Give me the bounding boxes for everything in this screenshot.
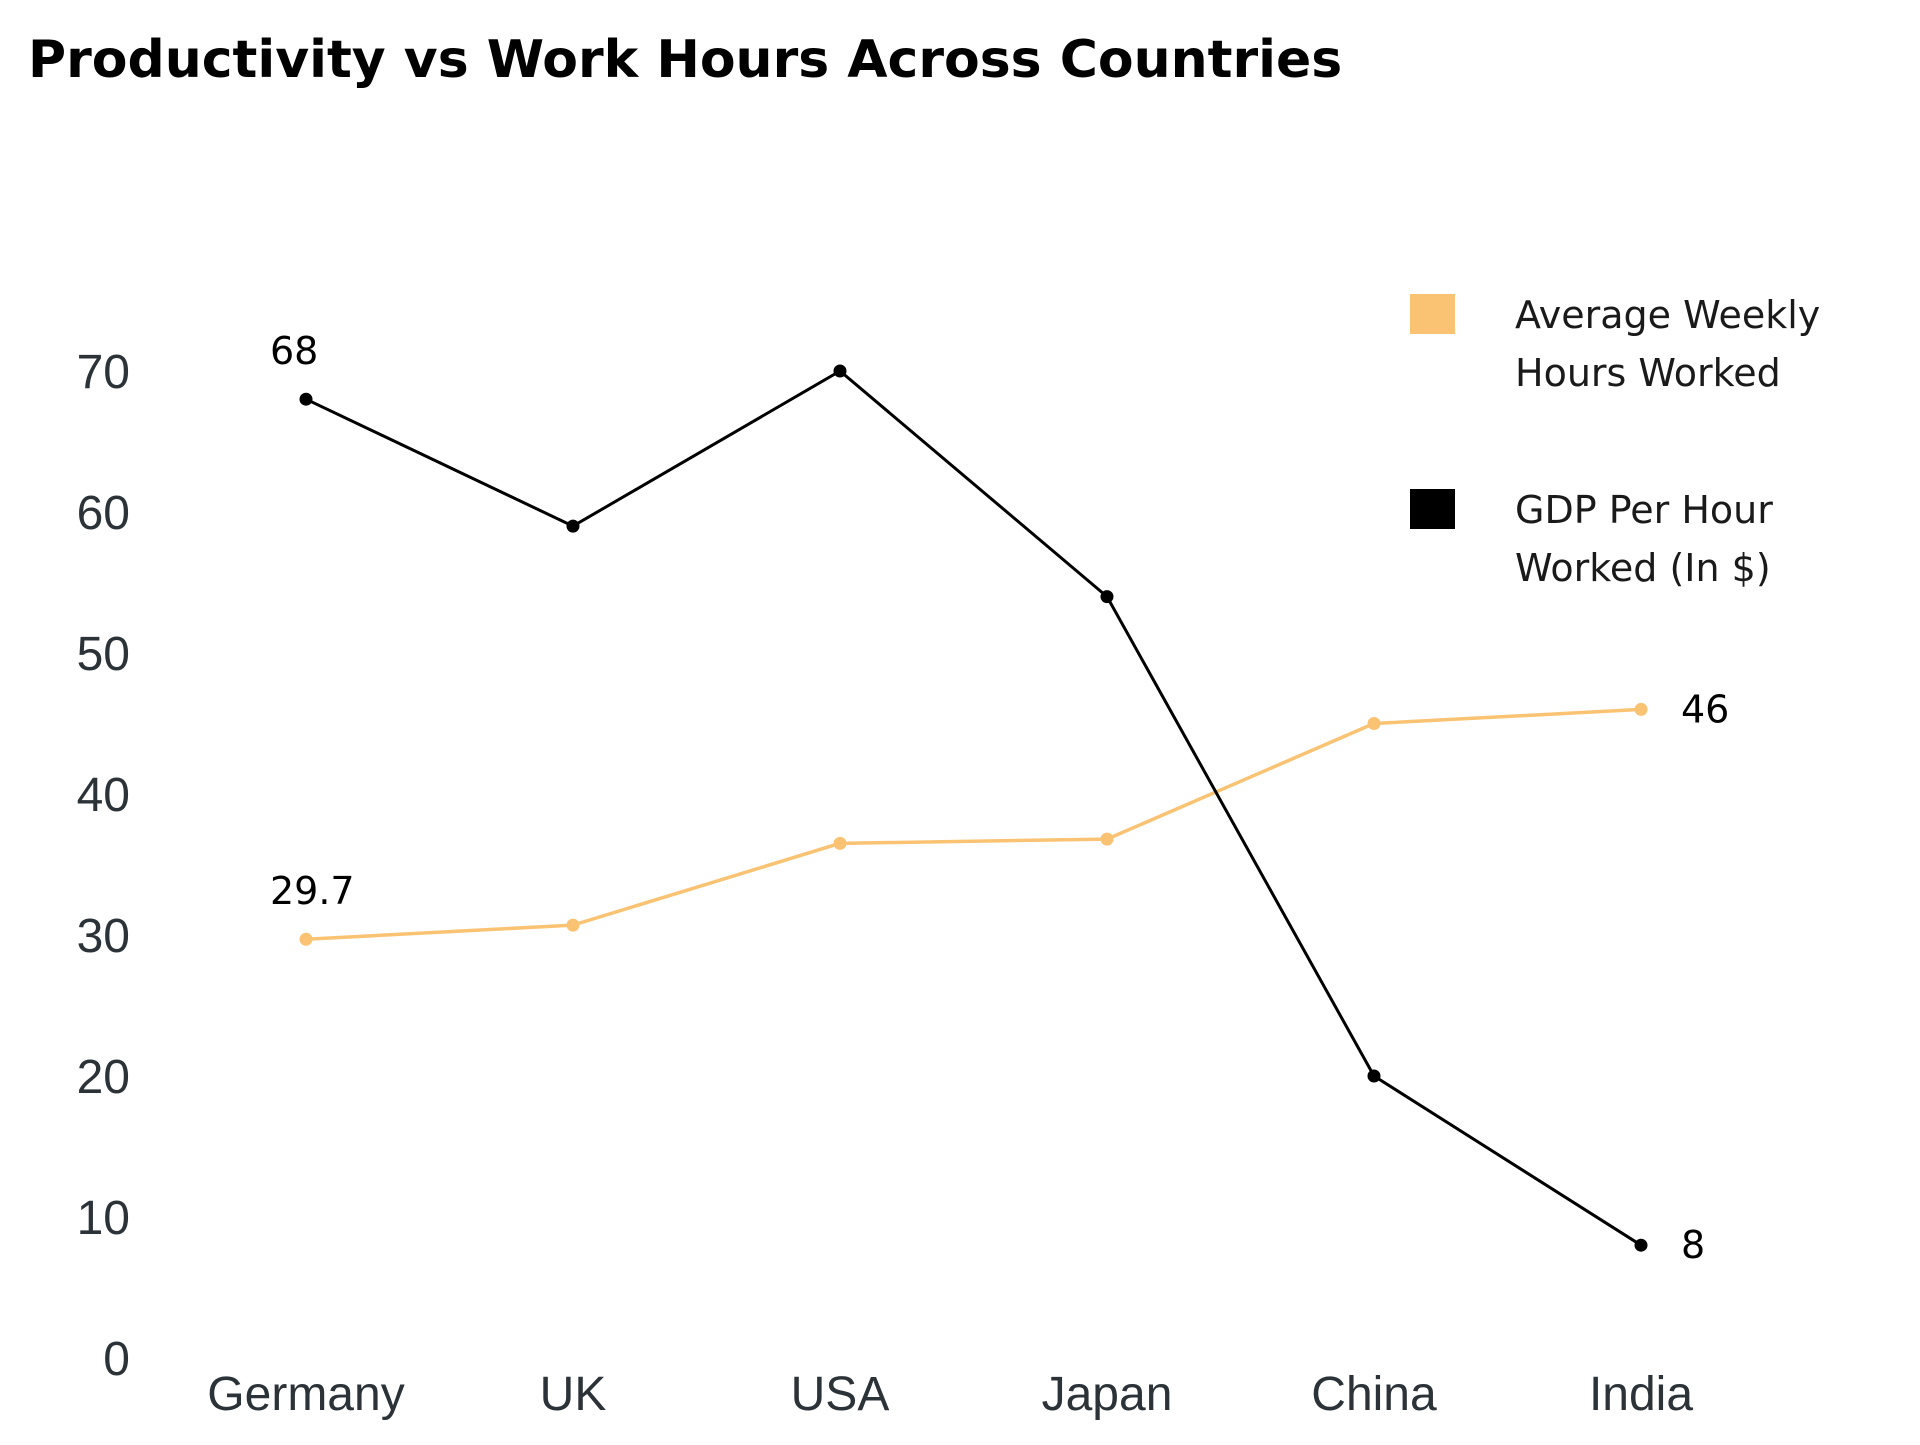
data-point — [566, 519, 580, 533]
y-tick-label: 0 — [103, 1333, 130, 1386]
y-tick-label: 10 — [77, 1192, 130, 1245]
data-point — [1634, 1238, 1648, 1252]
x-tick-label: Germany — [207, 1368, 404, 1421]
legend: Average Weekly Hours Worked GDP Per Hour Wo… — [1410, 293, 1820, 590]
data-point — [833, 836, 847, 850]
data-point — [566, 918, 580, 932]
data-point — [1100, 590, 1114, 604]
series-layer — [299, 364, 1648, 1252]
data-point — [1367, 1069, 1381, 1083]
chart-title: Productivity vs Work Hours Across Countr… — [28, 30, 1343, 90]
y-axis: 0 10 20 30 40 50 60 70 — [77, 346, 130, 1386]
data-labels: 29.7 46 68 8 — [270, 329, 1729, 1267]
data-label: 8 — [1681, 1223, 1705, 1267]
legend-label: Hours Worked — [1515, 351, 1781, 395]
series-line — [305, 707, 1642, 941]
data-point — [299, 932, 313, 946]
series-0 — [299, 702, 1648, 946]
series-1 — [299, 364, 1648, 1252]
data-label: 29.7 — [270, 869, 355, 913]
series-line — [305, 369, 1642, 1247]
x-tick-label: Japan — [1042, 1368, 1173, 1421]
data-point — [833, 364, 847, 378]
legend-label: GDP Per Hour — [1515, 488, 1773, 532]
y-tick-label: 20 — [77, 1051, 130, 1104]
y-tick-label: 30 — [77, 910, 130, 963]
x-tick-label: USA — [791, 1368, 890, 1421]
y-tick-label: 60 — [77, 487, 130, 540]
legend-swatch — [1410, 294, 1455, 334]
y-tick-label: 70 — [77, 346, 130, 399]
y-tick-label: 40 — [77, 769, 130, 822]
legend-label: Average Weekly — [1515, 293, 1820, 337]
legend-swatch — [1410, 489, 1455, 529]
x-axis: Germany UK USA Japan China India — [207, 1368, 1693, 1421]
data-point — [1367, 717, 1381, 730]
x-tick-label: China — [1311, 1368, 1437, 1421]
legend-item: Average Weekly Hours Worked — [1410, 293, 1820, 395]
data-point — [299, 392, 313, 406]
data-label: 46 — [1681, 687, 1729, 731]
data-point — [1634, 702, 1648, 716]
data-label: 68 — [270, 329, 318, 373]
legend-label: Worked (In $) — [1515, 546, 1771, 590]
x-tick-label: UK — [540, 1368, 607, 1421]
y-tick-label: 50 — [77, 628, 130, 681]
x-tick-label: India — [1589, 1368, 1693, 1421]
data-point — [1100, 832, 1114, 846]
legend-item: GDP Per Hour Worked (In $) — [1410, 488, 1773, 590]
